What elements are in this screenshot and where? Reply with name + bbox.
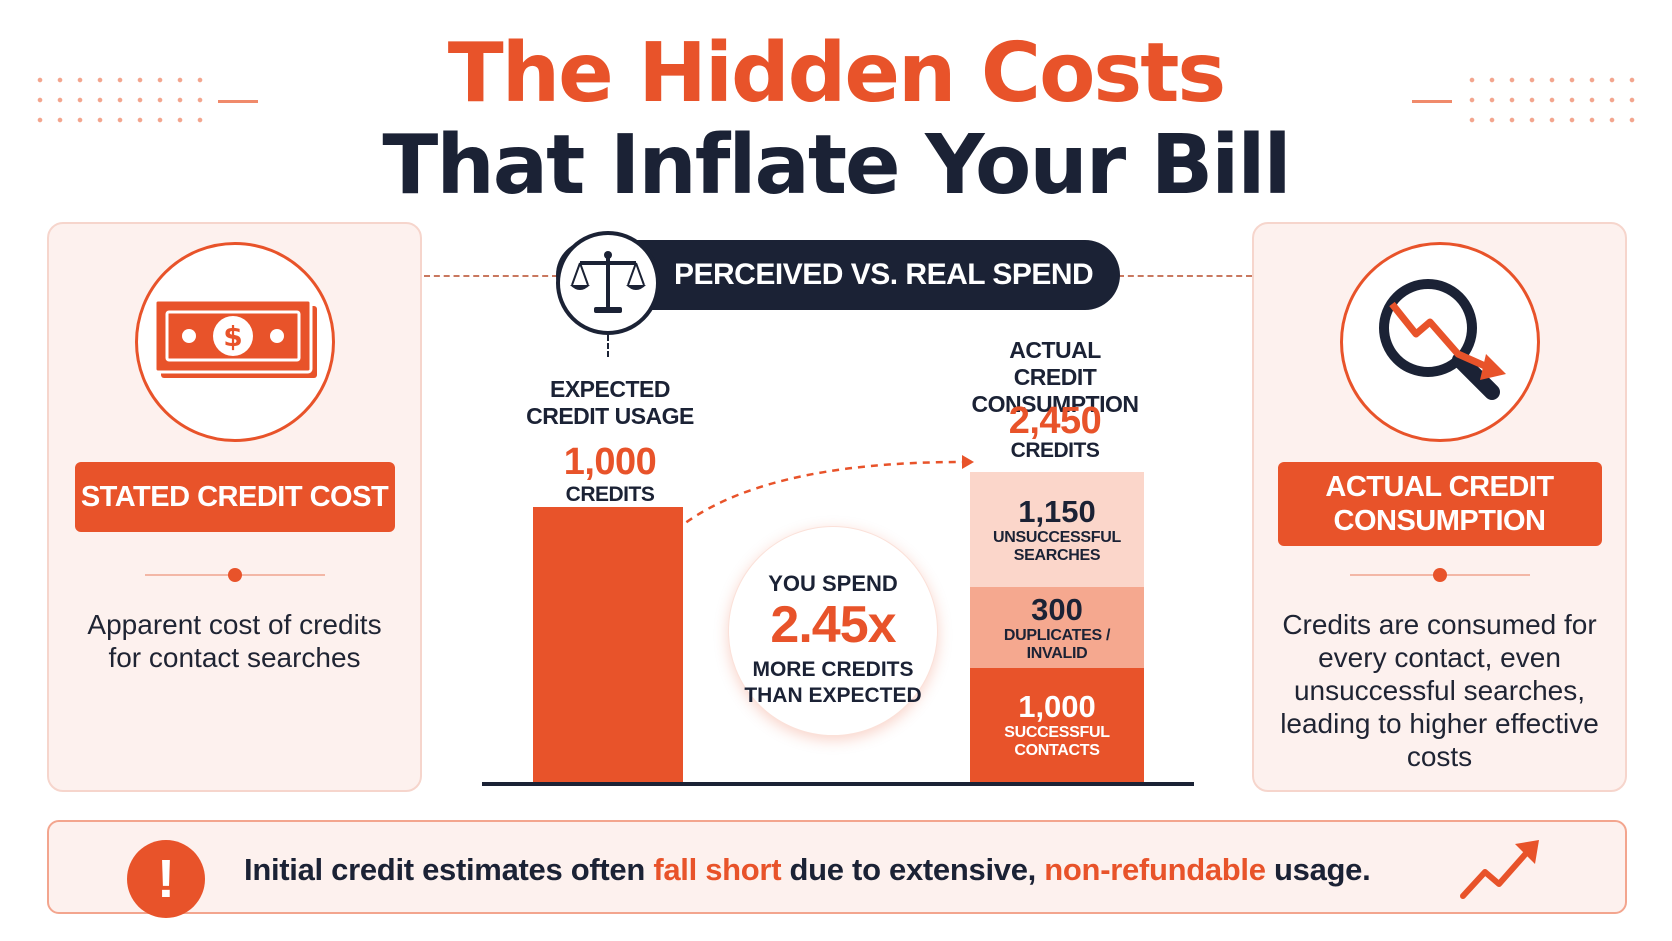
svg-text:$: $: [223, 320, 242, 353]
stated-cost-description: Apparent cost of credits for contact sea…: [87, 609, 382, 673]
actual-caption: ACTUAL CREDIT CONSUMPTION: [930, 337, 1180, 418]
decorative-dots-right: [1462, 70, 1642, 130]
connector-left: [424, 275, 558, 277]
scale-icon: [570, 251, 646, 313]
banner-text: Initial credit estimates often fall shor…: [244, 850, 1371, 890]
multiplier-badge: YOU SPEND 2.45x MORE CREDITS THAN EXPECT…: [728, 526, 938, 736]
decorative-dots-left: [30, 70, 210, 130]
segment-label-line-1: DUPLICATES /: [1003, 626, 1111, 644]
actual-consumption-description: Credits are consumed for every contact, …: [1280, 609, 1599, 772]
segment-value: 300: [1031, 591, 1083, 627]
actual-label-line-1: ACTUAL CREDIT: [1325, 471, 1554, 503]
separator: [144, 568, 325, 582]
actual-value-label: 2,450: [1008, 400, 1102, 442]
actual-caption-line-1: ACTUAL: [1009, 337, 1101, 363]
decorative-dash-right: [1412, 100, 1452, 103]
magnifier-icon-circle: [1339, 242, 1540, 442]
dollar-bill-icon: $: [153, 298, 317, 378]
segment-value: 1,150: [1018, 493, 1096, 529]
dollar-bill-icon-circle: $: [134, 242, 335, 442]
actual-segment-1: 300 DUPLICATES / INVALID: [970, 587, 1144, 668]
segment-label-line-2: SEARCHES: [1013, 546, 1101, 564]
pill-label: PERCEIVED VS. REAL SPEND: [674, 258, 1094, 291]
multiplier-bottom-line-2: THAN EXPECTED: [744, 684, 922, 707]
expected-caption: EXPECTED CREDIT USAGE: [510, 376, 710, 430]
segment-label-line-2: INVALID: [1026, 644, 1088, 662]
exclamation-icon: !: [127, 840, 205, 918]
actual-unit-label: CREDITS: [1010, 439, 1100, 462]
expected-unit-label: CREDITS: [565, 483, 655, 506]
segment-label-line-2: CONTACTS: [1014, 742, 1100, 759]
title-line-1: The Hidden Costs: [447, 26, 1226, 121]
actual-label-line-2: CONSUMPTION: [1333, 505, 1547, 537]
actual-credit-consumption-label: ACTUAL CREDIT CONSUMPTION: [1277, 462, 1602, 546]
actual-segment-0: 1,000 SUCCESSFUL CONTACTS: [970, 668, 1144, 782]
actual-segment-2: 1,150 UNSUCCESSFUL SEARCHES: [970, 472, 1144, 587]
chart-baseline: [482, 782, 1194, 786]
expected-caption-line-1: EXPECTED: [550, 376, 670, 402]
segment-label-line-1: SUCCESSFUL: [1004, 724, 1110, 741]
bottom-banner: ! Initial credit estimates often fall sh…: [47, 820, 1627, 918]
banner-text-part-2: due to extensive,: [781, 852, 1045, 887]
stated-cost-card: $ STATED CREDIT COST Apparent cost of cr…: [47, 222, 422, 792]
decorative-dash-left: [218, 100, 258, 103]
magnifier-decline-icon: [1378, 279, 1506, 400]
segment-label-line-1: UNSUCCESSFUL: [993, 528, 1121, 546]
separator: [1349, 568, 1530, 582]
actual-caption-line-2: CREDIT CONSUMPTION: [971, 364, 1140, 417]
banner-highlight-1: fall short: [653, 852, 782, 887]
title-line-2: That Inflate Your Bill: [382, 118, 1291, 213]
expected-caption-line-2: CREDIT USAGE: [526, 403, 694, 429]
scale-icon-circle: [556, 231, 660, 335]
expected-value-label: 1,000: [563, 441, 657, 483]
multiplier-value: 2.45x: [770, 596, 896, 654]
segment-value: 1,000: [1018, 689, 1096, 724]
multiplier-top: YOU SPEND: [768, 571, 898, 596]
trend-up-icon: [1460, 840, 1539, 899]
actual-consumption-card: ACTUAL CREDIT CONSUMPTION Credits are co…: [1252, 222, 1627, 792]
stated-credit-cost-label: STATED CREDIT COST: [74, 462, 395, 532]
pill-connector: [607, 335, 609, 357]
banner-highlight-2: non-refundable: [1044, 852, 1266, 887]
expected-bar: [533, 507, 683, 782]
multiplier-bottom: MORE CREDITS THAN EXPECTED: [729, 657, 937, 709]
banner-text-part-1: Initial credit estimates often: [244, 852, 654, 887]
multiplier-bottom-line-1: MORE CREDITS: [752, 658, 914, 681]
connector-right: [1118, 275, 1252, 277]
banner-text-part-3: usage.: [1265, 852, 1371, 887]
